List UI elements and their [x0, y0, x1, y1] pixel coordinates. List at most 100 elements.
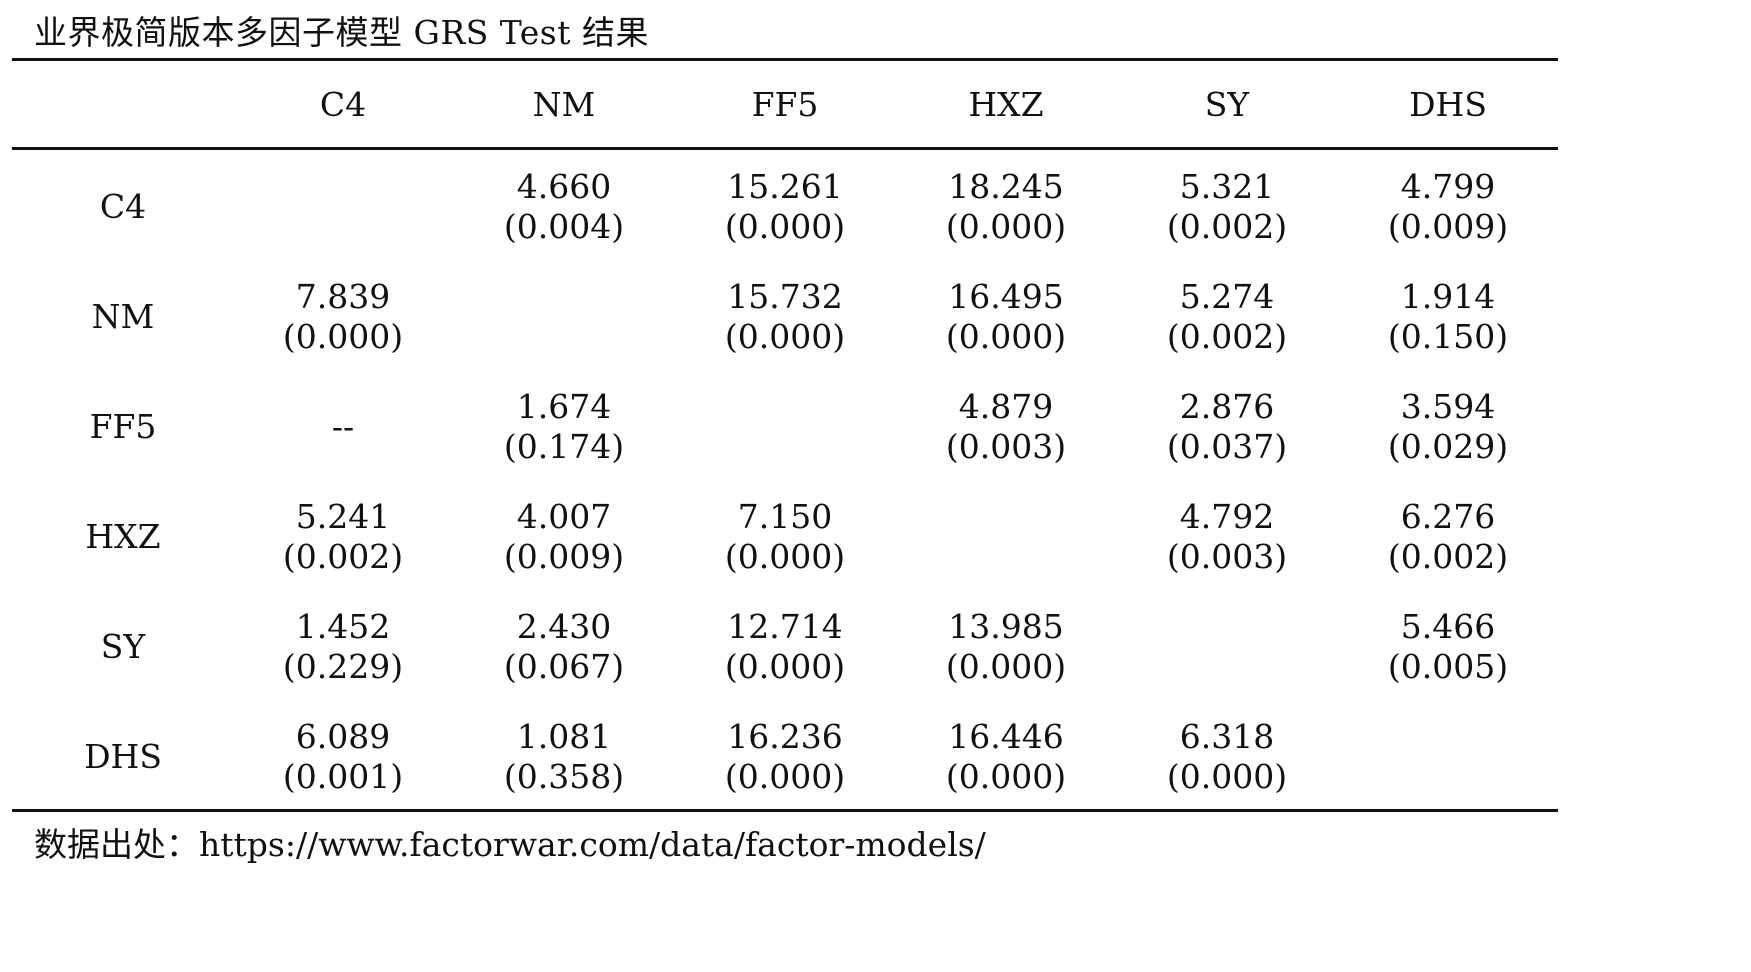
grs-statistic: [896, 497, 1116, 537]
p-value: (0.000): [945, 207, 1067, 246]
column-header: C4: [319, 85, 367, 124]
p-value: (0.009): [503, 537, 625, 576]
grs-statistic: 13.985: [948, 607, 1064, 646]
p-value: (0.000): [724, 207, 846, 246]
table-cell: 16.446 (0.000): [896, 717, 1116, 797]
grs-statistic: 15.261: [727, 167, 843, 206]
table-cell: 1.674 (0.174): [454, 387, 674, 467]
row-header: SY: [100, 627, 146, 666]
table-cell: 4.879 (0.003): [896, 387, 1116, 467]
p-value: (0.000): [945, 757, 1067, 796]
table-row: NM 7.839 (0.000) 15.732 (0.000) 16.495 (0.0…: [12, 260, 1558, 370]
p-value: (0.000): [282, 317, 404, 356]
grs-statistic: 1.081: [516, 717, 612, 756]
p-value: (0.174): [503, 427, 625, 466]
grs-statistic: [1117, 607, 1337, 647]
p-value: (0.004): [503, 207, 625, 246]
table-title: 业界极简版本多因子模型 GRS Test 结果: [34, 13, 649, 52]
grs-statistic: 16.236: [727, 717, 843, 756]
grs-statistic: 4.660: [516, 167, 612, 206]
table-cell: 16.495 (0.000): [896, 277, 1116, 357]
grs-statistic: 1.452: [295, 607, 391, 646]
grs-statistic: 16.495: [948, 277, 1064, 316]
grs-statistic: 7.150: [737, 497, 833, 536]
grs-statistic: 1.674: [516, 387, 612, 426]
grs-statistic: 4.799: [1400, 167, 1496, 206]
column-header: NM: [532, 85, 596, 124]
table-cell: 16.236 (0.000): [675, 717, 895, 797]
table-cell: 4.660 (0.004): [454, 167, 674, 247]
p-value: (0.009): [1387, 207, 1509, 246]
row-header: C4: [99, 187, 147, 226]
table-cell: [233, 167, 453, 247]
p-value: (0.000): [1166, 757, 1288, 796]
p-value: (0.000): [945, 317, 1067, 356]
p-value: (0.067): [503, 647, 625, 686]
p-value: (0.000): [724, 317, 846, 356]
p-value: (0.229): [282, 647, 404, 686]
p-value: [675, 427, 895, 467]
grs-statistic: [675, 387, 895, 427]
grs-statistic: [454, 277, 674, 317]
table-cell: [454, 277, 674, 357]
grs-statistic: 1.914: [1400, 277, 1496, 316]
row-header: DHS: [84, 737, 162, 776]
table-cell: 1.914 (0.150): [1338, 277, 1558, 357]
table-cell: [1117, 607, 1337, 687]
p-value: (0.001): [282, 757, 404, 796]
row-header: FF5: [89, 407, 157, 446]
table-cell: 12.714 (0.000): [675, 607, 895, 687]
p-value: [233, 207, 453, 247]
data-source-note: 数据出处：https://www.factorwar.com/data/fact…: [34, 825, 986, 864]
table-row: FF5 -- 1.674 (0.174) 4.879 (0.003) 2.876 (0…: [12, 370, 1558, 480]
table-cell: 4.792 (0.003): [1117, 497, 1337, 577]
table-row: C4 4.660 (0.004) 15.261 (0.000) 18.245 (0.0…: [12, 150, 1558, 260]
grs-statistic: 5.241: [295, 497, 391, 536]
grs-statistic: 4.007: [516, 497, 612, 536]
top-rule: [12, 58, 1558, 61]
p-value: (0.002): [1166, 317, 1288, 356]
column-header: HXZ: [968, 85, 1044, 124]
p-value: (0.037): [1166, 427, 1288, 466]
row-header: NM: [91, 297, 155, 336]
p-value: [454, 317, 674, 357]
grs-statistic: 4.879: [958, 387, 1054, 426]
table-cell: 3.594 (0.029): [1338, 387, 1558, 467]
grs-statistic: 15.732: [727, 277, 843, 316]
table-cell: 4.799 (0.009): [1338, 167, 1558, 247]
table-cell: 1.452 (0.229): [233, 607, 453, 687]
table-row: SY 1.452 (0.229) 2.430 (0.067) 12.714 (0.00…: [12, 590, 1558, 700]
column-header: FF5: [751, 85, 819, 124]
p-value: (0.000): [724, 537, 846, 576]
grs-statistic: 3.594: [1400, 387, 1496, 426]
grs-statistic: 2.876: [1179, 387, 1275, 426]
table-row: DHS 6.089 (0.001) 1.081 (0.358) 16.236 (0.0…: [12, 700, 1558, 810]
table-cell: 5.321 (0.002): [1117, 167, 1337, 247]
grs-statistic: 6.318: [1179, 717, 1275, 756]
table-cell: 5.241 (0.002): [233, 497, 453, 577]
table-cell: 18.245 (0.000): [896, 167, 1116, 247]
table-cell: 6.276 (0.002): [1338, 497, 1558, 577]
grs-statistic: --: [331, 407, 355, 446]
p-value: (0.150): [1387, 317, 1509, 356]
grs-statistic: 16.446: [948, 717, 1064, 756]
table-cell: [896, 497, 1116, 577]
table-cell: 15.261 (0.000): [675, 167, 895, 247]
grs-statistic: [233, 167, 453, 207]
p-value: (0.002): [1166, 207, 1288, 246]
grs-statistic: 12.714: [727, 607, 843, 646]
table-cell: 1.081 (0.358): [454, 717, 674, 797]
grs-statistic: 5.321: [1179, 167, 1275, 206]
grs-statistic: 2.430: [516, 607, 612, 646]
table-cell: 5.274 (0.002): [1117, 277, 1337, 357]
table-cell: 2.876 (0.037): [1117, 387, 1337, 467]
p-value: (0.000): [945, 647, 1067, 686]
p-value: (0.000): [724, 757, 846, 796]
table-cell: 4.007 (0.009): [454, 497, 674, 577]
p-value: [1117, 647, 1337, 687]
grs-statistic: 18.245: [948, 167, 1064, 206]
table-row: HXZ 5.241 (0.002) 4.007 (0.009) 7.150 (0.00…: [12, 480, 1558, 590]
row-header: HXZ: [85, 517, 161, 556]
p-value: [896, 537, 1116, 577]
grs-statistic: 4.792: [1179, 497, 1275, 536]
